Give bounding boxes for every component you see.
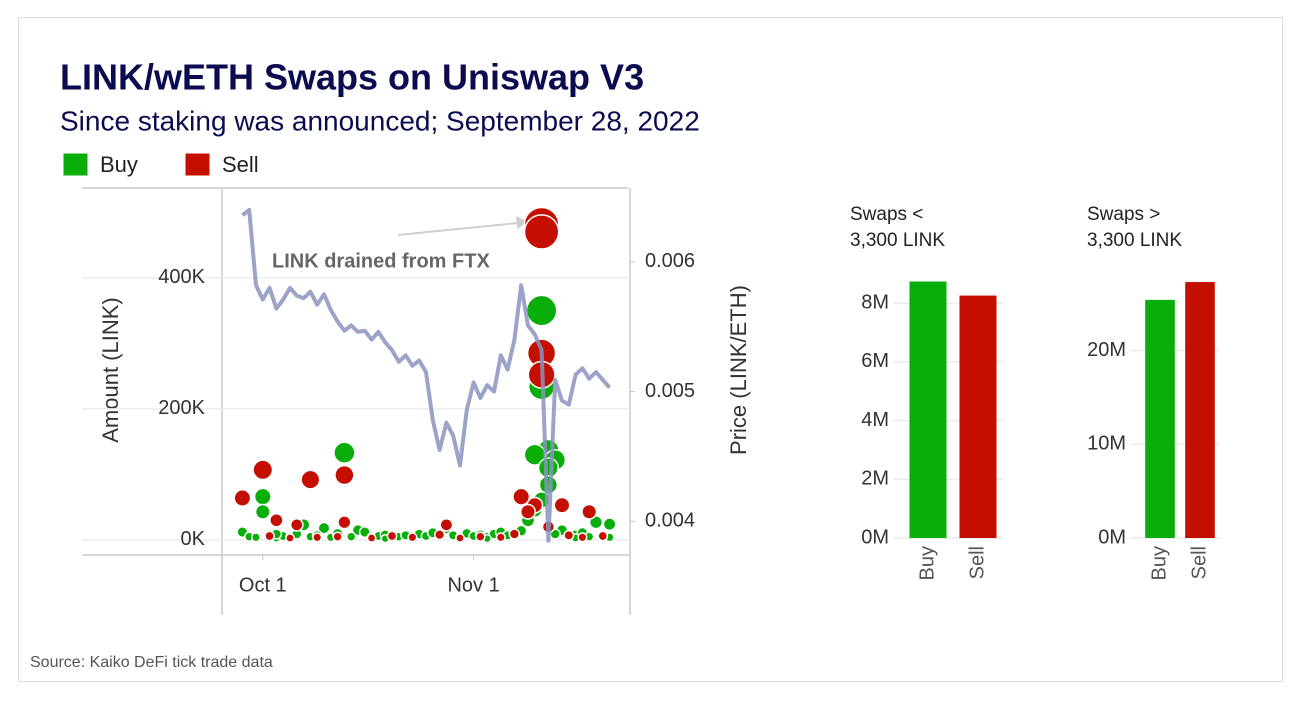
plot-frame [82,187,631,615]
bubble [508,528,521,540]
y-tick-label: 2M [861,468,889,490]
y2-tick-label: 0.004 [645,510,695,532]
x-tick-label: Oct 1 [239,574,287,596]
y2-tick-label: 0.005 [645,380,695,402]
bubble [269,512,284,528]
bubble [495,532,506,543]
bubble [475,531,486,542]
card [18,17,1283,682]
y-tick-label: 8M [861,291,889,313]
y-tick-label: 20M [1087,339,1126,361]
panel-title: Swaps < [850,204,923,225]
chart-title: LINK/wETH Swaps on Uniswap V3 [60,57,644,98]
legend-label: Buy [100,152,138,177]
bar [909,281,947,538]
legend-swatch [62,152,89,177]
bubble [312,532,323,543]
bubble [334,464,355,486]
bar [1145,299,1175,538]
bubble [386,530,398,542]
bubble [252,459,274,481]
x-tick-label: Buy [1148,546,1170,580]
bubble [602,517,617,532]
chart-subtitle: Since staking was announced; September 2… [60,105,700,136]
legend-swatch [184,152,211,177]
panel-title: 3,300 LINK [1087,230,1182,251]
annotation-arrow [397,222,519,236]
bubble [537,457,559,479]
bubble [345,531,357,542]
x-tick-label: Nov 1 [447,574,499,596]
bubble [455,533,465,543]
bubble [300,469,321,490]
bubble [581,503,598,520]
bar [959,295,997,538]
bubble [289,517,304,532]
y-tick-label: 200K [158,397,205,419]
bubble [285,533,295,543]
legend-label: Sell [222,152,259,177]
bubble [439,517,454,532]
bubble [553,496,571,514]
x-tick-label: Sell [1188,546,1210,579]
source-note: Source: Kaiko DeFi tick trade data [30,654,273,671]
bubble [519,503,537,520]
y-tick-label: 0M [861,526,889,548]
y2-axis-title: Price (LINK/ETH) [726,285,751,455]
bar [1185,282,1215,538]
bubble [525,294,558,327]
panel-title: Swaps > [1087,204,1160,225]
bubble [366,533,377,543]
x-tick-label: Sell [966,546,988,579]
bubble [523,214,560,250]
annotation-arrowhead [516,216,528,229]
bubble [512,487,531,506]
points [233,206,617,544]
bubble [577,532,588,543]
bubble [337,515,352,530]
bubble [253,487,272,506]
bubble [407,532,418,543]
y-tick-label: 0M [1098,526,1126,548]
bubble [563,529,575,541]
bubble [597,530,609,542]
bubble [233,489,252,507]
bubble [250,532,262,543]
price-line [241,208,612,543]
bubble [317,521,331,535]
y-tick-label: 400K [158,266,205,288]
y-tick-label: 10M [1087,433,1126,455]
y2-tick-label: 0.006 [645,250,695,272]
bubble [264,530,275,542]
y-axis-title: Amount (LINK) [98,297,123,443]
bubble [254,503,271,520]
y-tick-label: 6M [861,350,889,372]
panel-title: 3,300 LINK [850,230,945,251]
x-tick-label: Buy [916,546,938,580]
bubble [434,529,446,541]
annotation: LINK drained from FTX [272,250,490,272]
y-tick-label: 0K [181,528,206,550]
bubble [333,441,356,465]
y-tick-label: 4M [861,409,889,431]
bubble [332,531,343,542]
